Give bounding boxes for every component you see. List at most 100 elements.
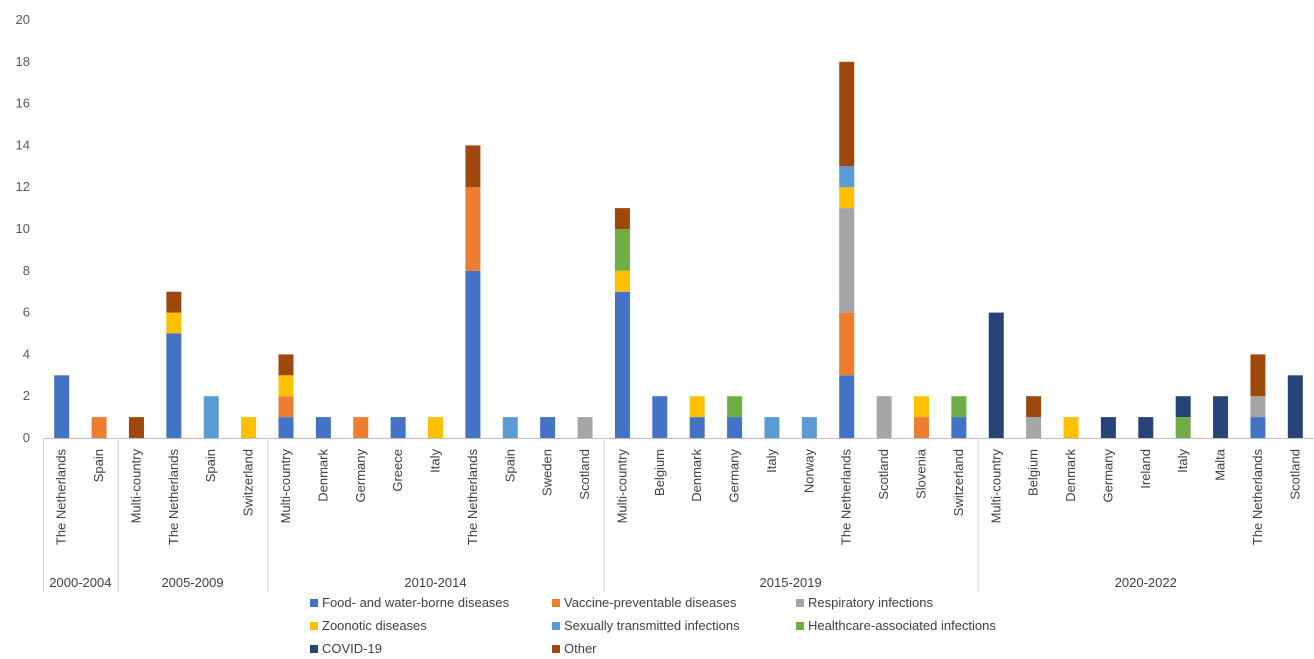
x-category-label: Slovenia — [913, 448, 928, 499]
x-category-label: Multi-country — [614, 449, 629, 524]
legend-swatch — [552, 622, 560, 630]
y-tick-label: 20 — [16, 12, 30, 27]
x-category-label: Norway — [801, 449, 816, 494]
bar-segment-0 — [54, 375, 70, 438]
bar-segment-0 — [727, 417, 743, 438]
bar-segment-1 — [839, 312, 855, 376]
bar-segment-1 — [91, 417, 107, 438]
x-category-label: Spain — [502, 449, 517, 482]
x-category-label: Germany — [727, 449, 742, 503]
x-category-label: Germany — [1100, 449, 1115, 503]
y-tick-label: 4 — [23, 346, 30, 361]
group-label: 2000-2004 — [49, 575, 111, 590]
bar-segment-1 — [913, 417, 929, 438]
legend-label: Other — [564, 641, 597, 656]
bar-segment-0 — [465, 270, 481, 438]
bar-segment-7 — [1250, 354, 1266, 397]
legend-swatch — [310, 622, 318, 630]
bar-segment-3 — [278, 375, 294, 397]
legend-label: Food- and water-borne diseases — [322, 595, 510, 610]
x-category-label: Denmark — [689, 449, 704, 502]
legend-label: Respiratory infections — [808, 595, 933, 610]
legend-label: COVID-19 — [322, 641, 382, 656]
group-label: 2015-2019 — [760, 575, 822, 590]
legend-label: Sexually transmitted infections — [564, 618, 740, 633]
bar-segment-7 — [128, 417, 144, 438]
y-tick-label: 2 — [23, 388, 30, 403]
bar-segment-0 — [1250, 417, 1266, 438]
bar-segment-6 — [1287, 375, 1303, 438]
x-category-label: The Netherlands — [839, 449, 854, 546]
bar-segment-2 — [1250, 396, 1266, 418]
legend-label: Zoonotic diseases — [322, 618, 427, 633]
x-category-label: Denmark — [1063, 449, 1078, 502]
bar-segment-7 — [166, 291, 182, 313]
bar-segment-0 — [614, 291, 630, 438]
bar-segment-6 — [1175, 396, 1191, 418]
bar-segment-0 — [689, 417, 705, 438]
x-category-label: Switzerland — [951, 449, 966, 516]
bar-segment-0 — [652, 396, 668, 438]
x-category-label: Italy — [1175, 449, 1190, 473]
bar-segment-7 — [839, 61, 855, 167]
legend-swatch — [552, 599, 560, 607]
x-category-label: Multi-country — [128, 449, 143, 524]
bar-segment-1 — [278, 396, 294, 418]
y-tick-label: 14 — [16, 137, 30, 152]
bar-segment-0 — [951, 417, 967, 438]
x-category-label: Sweden — [540, 449, 555, 496]
bar-segment-2 — [577, 417, 593, 438]
legend-swatch — [310, 645, 318, 653]
bar-segment-4 — [801, 417, 817, 438]
y-tick-label: 10 — [16, 221, 30, 236]
group-label: 2005-2009 — [161, 575, 223, 590]
x-category-label: Multi-country — [278, 449, 293, 524]
legend-label: Vaccine-preventable diseases — [564, 595, 737, 610]
legend-swatch — [310, 599, 318, 607]
x-category-label: Italy — [764, 449, 779, 473]
x-category-label: Switzerland — [241, 449, 256, 516]
bar-segment-5 — [951, 396, 967, 418]
bar-segment-6 — [1213, 396, 1229, 438]
x-category-label: The Netherlands — [54, 449, 69, 546]
bar-segment-7 — [1026, 396, 1042, 418]
bar-segment-5 — [614, 229, 630, 271]
bar-segment-3 — [1063, 417, 1079, 438]
bar-segment-3 — [913, 396, 929, 418]
bar-segment-2 — [876, 396, 892, 438]
bar-segment-1 — [353, 417, 369, 438]
bar-segment-3 — [428, 417, 444, 438]
bar-segment-0 — [278, 417, 294, 438]
bar-segment-1 — [465, 187, 481, 271]
bar-segment-3 — [166, 312, 182, 334]
bar-segment-0 — [540, 417, 556, 438]
x-category-label: Multi-country — [988, 449, 1003, 524]
bar-segment-6 — [988, 312, 1004, 438]
bar-segment-4 — [203, 396, 219, 438]
group-label: 2020-2022 — [1115, 575, 1177, 590]
bar-segment-4 — [839, 166, 855, 188]
legend-label: Healthcare-associated infections — [808, 618, 996, 633]
bar-segment-7 — [465, 145, 481, 188]
y-tick-label: 8 — [23, 263, 30, 278]
x-category-label: The Netherlands — [465, 449, 480, 546]
bar-segment-2 — [839, 208, 855, 313]
bar-segment-5 — [1175, 417, 1191, 438]
y-tick-label: 6 — [23, 305, 30, 320]
y-tick-label: 18 — [16, 54, 30, 69]
legend-swatch — [552, 645, 560, 653]
x-category-label: The Netherlands — [1250, 449, 1265, 546]
bar-segment-2 — [1026, 417, 1042, 438]
group-label: 2010-2014 — [404, 575, 466, 590]
x-category-label: Spain — [203, 449, 218, 482]
y-tick-label: 12 — [16, 179, 30, 194]
x-category-label: Scotland — [577, 449, 592, 500]
x-category-label: Belgium — [1026, 449, 1041, 496]
bar-segment-5 — [727, 396, 743, 418]
x-category-label: Belgium — [652, 449, 667, 496]
bar-segment-3 — [614, 270, 630, 292]
legend-swatch — [796, 599, 804, 607]
bar-segment-0 — [315, 417, 331, 438]
y-tick-label: 0 — [23, 430, 30, 445]
